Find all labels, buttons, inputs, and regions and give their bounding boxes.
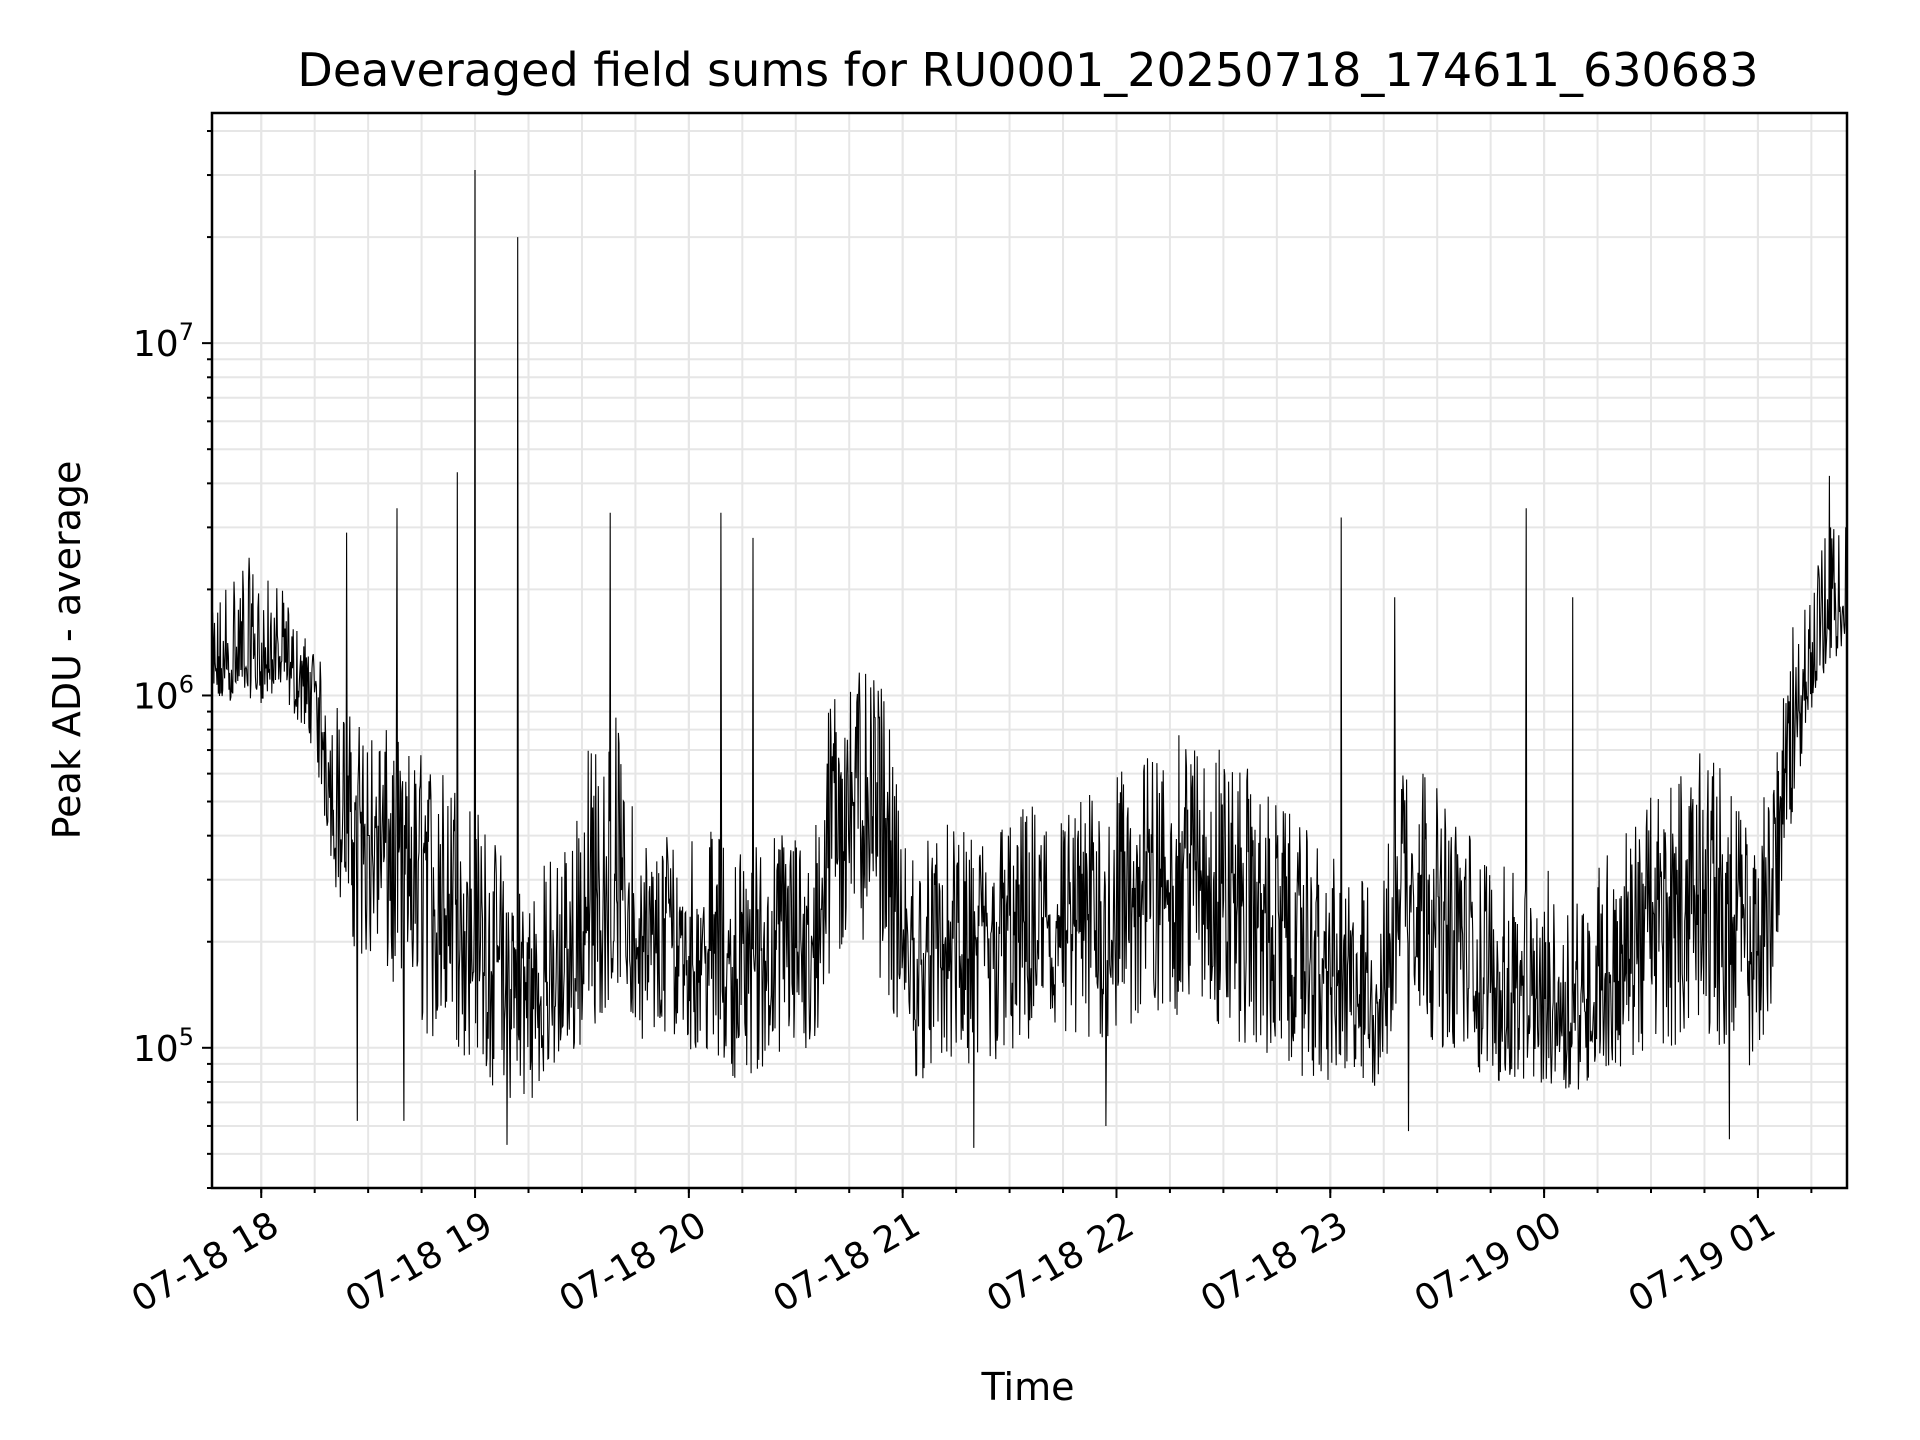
series-layer [211, 169, 1848, 1148]
x-tick-label: 07-18 19 [339, 1204, 500, 1320]
x-tick-label: 07-19 00 [1408, 1204, 1569, 1320]
x-axis-label: Time [981, 1365, 1075, 1409]
x-tick-label: 07-18 20 [553, 1204, 714, 1320]
x-axis: 07-18 18 07-18 19 07-18 20 07-18 21 07-18 22… [125, 1188, 1813, 1321]
x-tick-label: 07-18 23 [1194, 1204, 1355, 1320]
x-tick-label: 07-18 22 [980, 1204, 1141, 1320]
plot-frame [210, 111, 1849, 1190]
series-line [211, 169, 1848, 1148]
chart-title: Deaveraged field sums for RU0001_2025071… [297, 43, 1758, 97]
x-tick-label: 07-18 18 [125, 1204, 286, 1320]
y-tick-label: 106 [133, 670, 194, 717]
y-tick-label: 107 [133, 318, 194, 365]
grid [212, 113, 1847, 1189]
x-tick-label: 07-18 21 [766, 1204, 927, 1320]
y-axis-label: Peak ADU - average [45, 461, 89, 840]
x-tick-label: 07-19 01 [1622, 1204, 1783, 1320]
y-axis: 105 106 107 [133, 130, 212, 1189]
y-tick-label: 105 [133, 1023, 194, 1070]
